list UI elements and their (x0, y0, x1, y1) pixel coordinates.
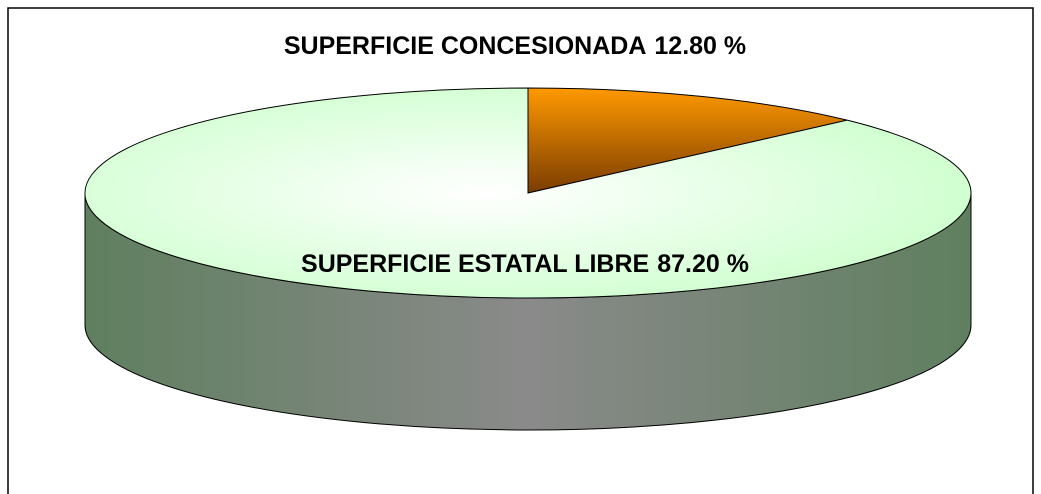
data-label: SUPERFICIE CONCESIONADA 12.80 % (284, 32, 746, 60)
label-value: 87.20 % (657, 250, 749, 278)
pie-slice (84, 87, 972, 299)
data-label: SUPERFICIE ESTATAL LIBRE 87.20 % (301, 250, 749, 278)
label-value: 12.80 % (654, 32, 746, 60)
label-category: SUPERFICIE ESTATAL LIBRE (301, 250, 649, 278)
pie-slice (527, 87, 848, 194)
chart-frame (7, 7, 1034, 494)
label-category: SUPERFICIE CONCESIONADA (284, 32, 647, 60)
